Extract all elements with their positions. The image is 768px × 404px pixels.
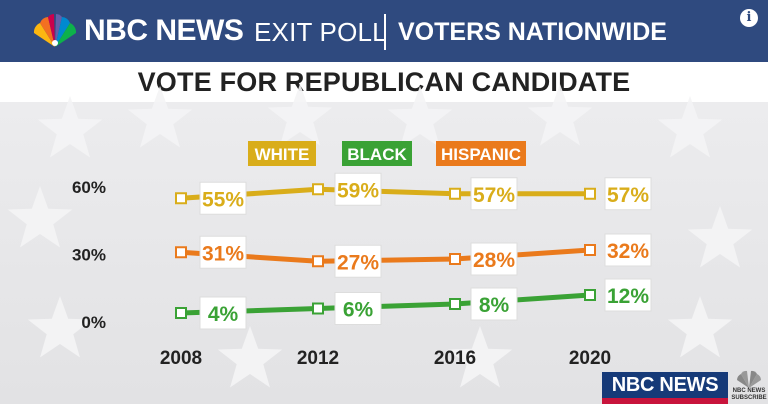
data-point-marker [584, 244, 596, 256]
data-label: 57% [473, 184, 515, 207]
legend-label: WHITE [255, 145, 310, 164]
data-point-marker [449, 298, 461, 310]
data-label-box [470, 242, 518, 276]
x-tick-label: 2020 [569, 348, 611, 369]
data-label-box [334, 292, 382, 325]
data-label-box [334, 172, 382, 206]
data-label: 32% [607, 240, 649, 263]
background-star-icon [387, 86, 453, 148]
data-label: 31% [202, 242, 244, 265]
data-label: 55% [202, 188, 244, 211]
data-point-marker [175, 246, 187, 259]
data-label: 6% [343, 299, 374, 322]
background-star-icon [667, 296, 733, 358]
nbc-news-watermark: NBC NEWS [602, 372, 728, 398]
y-tick-label: 0% [81, 313, 106, 332]
background-star-icon [217, 326, 283, 388]
data-point-marker [312, 183, 324, 196]
data-label-box [604, 177, 652, 211]
data-label: 4% [208, 303, 239, 326]
legend-label: HISPANIC [441, 145, 521, 164]
data-point-marker [584, 289, 596, 301]
background-star-icon [687, 206, 753, 268]
brand-name: NBC NEWS [84, 14, 244, 47]
data-point-marker [312, 255, 324, 268]
header-divider [384, 14, 386, 50]
legend-swatch [248, 141, 316, 166]
background-star-icon [27, 296, 93, 358]
data-label: 28% [473, 249, 515, 272]
data-label: 8% [479, 294, 510, 317]
data-label: 27% [337, 251, 379, 274]
series-line [180, 247, 591, 264]
series-line [180, 292, 591, 316]
background-star-icon [127, 86, 193, 148]
data-label-box [604, 278, 652, 312]
data-point-marker [312, 302, 324, 315]
x-tick-label: 2016 [434, 348, 476, 369]
background-star-icon [657, 96, 723, 158]
data-point-marker [175, 192, 187, 205]
data-label-box [470, 287, 518, 321]
data-point-marker [584, 187, 596, 200]
data-point-marker [449, 187, 461, 200]
title-bar [0, 62, 768, 102]
data-label: 12% [607, 285, 649, 308]
data-label-box [199, 296, 247, 330]
data-label-box [199, 235, 247, 269]
background-star-icon [37, 96, 103, 158]
data-label: 59% [337, 179, 379, 202]
data-label-box [604, 233, 652, 267]
x-tick-label: 2008 [160, 348, 202, 369]
data-label-box [199, 181, 247, 215]
background-star-icon [7, 186, 73, 248]
background-star-icon [447, 326, 513, 388]
data-point-marker [175, 307, 187, 319]
legend-swatch [436, 141, 526, 166]
data-label: 57% [607, 184, 649, 207]
subscribe-label[interactable]: NBC NEWS SUBSCRIBE [731, 388, 767, 401]
legend-label: BLACK [347, 145, 407, 164]
y-tick-label: 60% [72, 178, 106, 197]
background-star-icon [267, 84, 333, 146]
y-tick-label: 30% [72, 246, 106, 265]
x-tick-label: 2012 [297, 348, 339, 369]
watermark-stripe [602, 398, 728, 404]
subscribe-peacock-icon[interactable] [732, 368, 766, 402]
background-star-icon [527, 84, 593, 146]
info-icon[interactable]: i [740, 9, 758, 27]
chart-title: VOTE FOR REPUBLICAN CANDIDATE [137, 67, 631, 97]
data-point-marker [449, 253, 461, 265]
voters-scope-label: VOTERS NATIONWIDE [398, 18, 667, 46]
data-label-box [334, 244, 382, 278]
data-label-box [470, 177, 518, 211]
exit-poll-label: EXIT POLL [254, 17, 387, 47]
series-line [180, 186, 590, 201]
header-bar: NBC NEWS EXIT POLL VOTERS NATIONWIDE i [0, 0, 768, 62]
nbc-peacock-logo [33, 14, 77, 47]
legend-swatch [342, 141, 412, 166]
